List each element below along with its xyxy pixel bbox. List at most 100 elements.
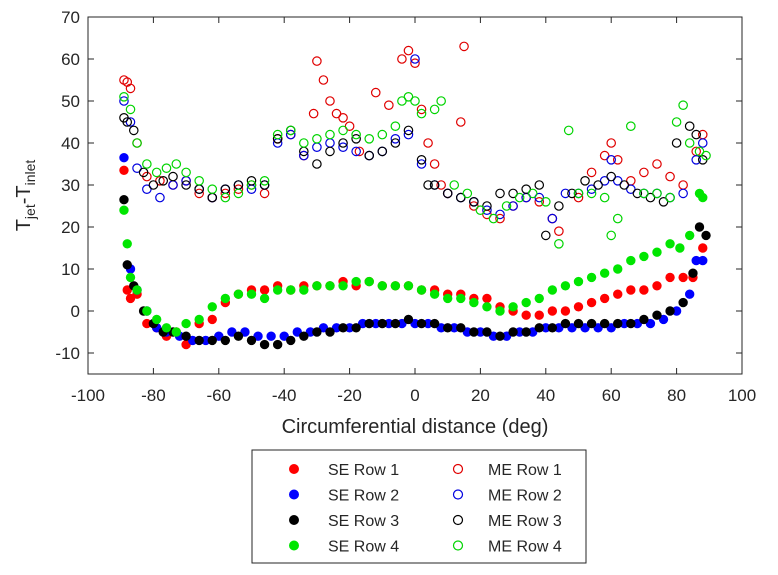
data-point [312, 159, 322, 169]
data-point [429, 104, 440, 115]
data-point [233, 289, 244, 299]
data-point [563, 125, 574, 136]
data-point [540, 230, 551, 241]
data-point [469, 201, 479, 211]
legend-marker [452, 540, 464, 551]
data-point [151, 167, 162, 178]
data-point [613, 318, 623, 329]
data-point [377, 146, 388, 157]
x-tick-label: 0 [410, 386, 419, 405]
data-point [142, 159, 152, 169]
data-point [658, 314, 669, 325]
data-point [377, 281, 387, 291]
data-point [534, 293, 544, 304]
data-point [312, 281, 322, 291]
x-tick-label: 40 [536, 386, 555, 405]
data-point [128, 125, 139, 136]
data-point [455, 117, 466, 127]
data-point [547, 323, 558, 333]
data-point [240, 327, 250, 337]
data-point [194, 314, 204, 325]
data-point [599, 192, 610, 203]
x-tick-label: 60 [602, 386, 621, 405]
data-point [606, 155, 616, 165]
y-axis-label-mid: -T [13, 185, 35, 204]
data-point [194, 176, 204, 186]
data-point [416, 104, 427, 115]
data-point [639, 251, 649, 262]
data-point [364, 134, 375, 144]
data-point [377, 129, 388, 140]
data-point [416, 108, 427, 119]
data-point [613, 264, 623, 274]
data-point [652, 310, 662, 320]
data-point [645, 192, 656, 203]
data-point [675, 243, 685, 253]
data-point [567, 323, 577, 333]
data-point [701, 150, 711, 161]
data-point [416, 318, 427, 329]
legend-marker [289, 464, 299, 474]
data-point [698, 255, 708, 266]
data-point [606, 323, 616, 333]
data-point [688, 268, 698, 278]
data-point [338, 142, 348, 152]
data-point [560, 281, 571, 291]
y-tick-label: -10 [55, 344, 80, 363]
data-point [325, 327, 335, 337]
y-tick-label: 0 [71, 302, 80, 321]
data-point [227, 327, 237, 337]
data-point [593, 180, 603, 190]
data-points [119, 41, 711, 350]
data-point [285, 129, 296, 140]
data-point [390, 138, 401, 148]
data-point [318, 75, 329, 85]
data-point [214, 331, 224, 341]
data-point [351, 146, 361, 157]
y-axis-label-sub2: inlet [22, 160, 38, 186]
data-point [364, 276, 374, 287]
data-point [508, 201, 518, 211]
data-point [449, 180, 460, 190]
data-point [573, 192, 584, 203]
data-point [436, 96, 446, 106]
data-point [220, 293, 231, 304]
data-point [495, 306, 505, 316]
data-point [299, 138, 309, 148]
x-tick-label: -100 [71, 386, 105, 405]
data-point [416, 285, 427, 295]
data-point [586, 167, 597, 178]
x-axis-label: Circumferential distance (deg) [282, 416, 549, 438]
data-point [482, 302, 492, 312]
data-point [567, 188, 577, 199]
data-point [456, 323, 466, 333]
data-point [475, 205, 486, 215]
data-point [599, 268, 610, 278]
data-point [639, 285, 649, 295]
data-point [142, 306, 152, 316]
data-point [527, 188, 538, 199]
data-point [612, 176, 623, 186]
legend-label: SE Row 3 [328, 513, 399, 530]
data-point [390, 134, 401, 144]
data-point [694, 146, 705, 157]
data-point [233, 184, 244, 194]
data-point [684, 230, 695, 241]
data-point [423, 180, 433, 190]
data-point [691, 155, 702, 165]
data-point [351, 323, 361, 333]
data-point [161, 323, 172, 333]
data-point [403, 45, 414, 56]
data-point [436, 180, 446, 190]
data-point [665, 192, 675, 203]
data-point [599, 293, 610, 304]
data-point [171, 327, 181, 337]
data-point [626, 285, 636, 295]
data-point [181, 180, 191, 190]
data-point [495, 188, 505, 199]
data-point [678, 188, 688, 199]
legend-box [251, 449, 587, 564]
data-point [338, 125, 348, 136]
data-point [469, 327, 479, 337]
data-point [665, 306, 675, 316]
